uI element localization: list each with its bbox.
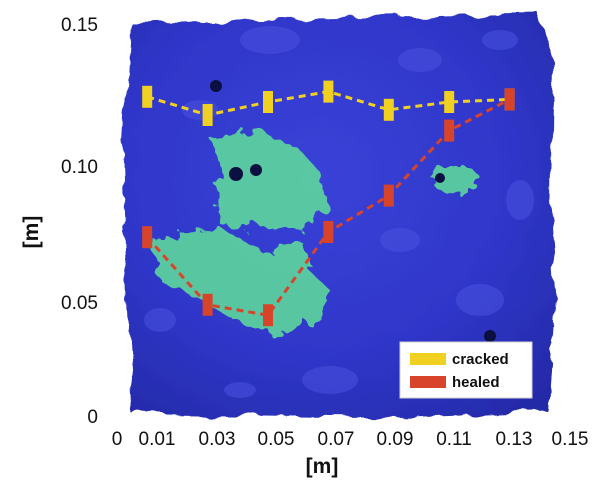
data-point-cracked	[383, 98, 394, 121]
data-point-healed	[202, 293, 213, 316]
data-point-healed	[142, 226, 153, 249]
legend-label-healed: healed	[452, 374, 500, 391]
data-point-healed	[444, 119, 455, 142]
x-tick-labels: 0 0.01 0.03 0.05 0.07 0.09 0.11 0.13 0.1…	[112, 429, 589, 450]
y-axis-label: [m]	[20, 216, 43, 249]
x-tick-label: 0.15	[552, 429, 589, 450]
series-healed	[142, 88, 515, 327]
legend-swatch-healed	[410, 376, 446, 388]
x-tick-label: 0.01	[139, 429, 176, 450]
data-point-healed	[504, 88, 515, 111]
x-tick-label: 0.03	[199, 429, 236, 450]
air-voids	[210, 80, 496, 342]
legend-label-cracked: cracked	[452, 351, 509, 368]
x-tick-label: 0.11	[436, 429, 472, 450]
data-point-cracked	[323, 80, 334, 103]
y-tick-labels: 0.15 0.10 0.05 0	[61, 15, 98, 428]
x-tick-label: 0.05	[258, 429, 295, 450]
x-tick-label: 0.13	[496, 429, 533, 450]
x-tick-label: 0.09	[377, 429, 414, 450]
legend-swatch-cracked	[410, 353, 446, 365]
data-point-cracked	[444, 91, 455, 113]
y-tick-label: 0.05	[61, 293, 98, 314]
data-point-cracked	[142, 85, 153, 108]
data-point-cracked	[263, 91, 273, 113]
x-tick-label: 0	[112, 429, 123, 450]
y-tick-label: 0.15	[61, 15, 98, 36]
x-tick-label: 0.07	[318, 429, 355, 450]
x-axis-label: [m]	[306, 455, 339, 478]
healed-crack-fluorescence	[150, 130, 480, 336]
legend: cracked healed	[399, 341, 533, 399]
legend-box	[399, 341, 533, 399]
y-tick-label: 0	[87, 407, 98, 428]
data-point-healed	[383, 184, 394, 207]
series-layer	[142, 80, 515, 327]
data-point-cracked	[202, 104, 213, 126]
data-point-healed	[263, 304, 273, 327]
y-tick-label: 0.10	[61, 157, 98, 178]
data-point-healed	[323, 221, 334, 243]
